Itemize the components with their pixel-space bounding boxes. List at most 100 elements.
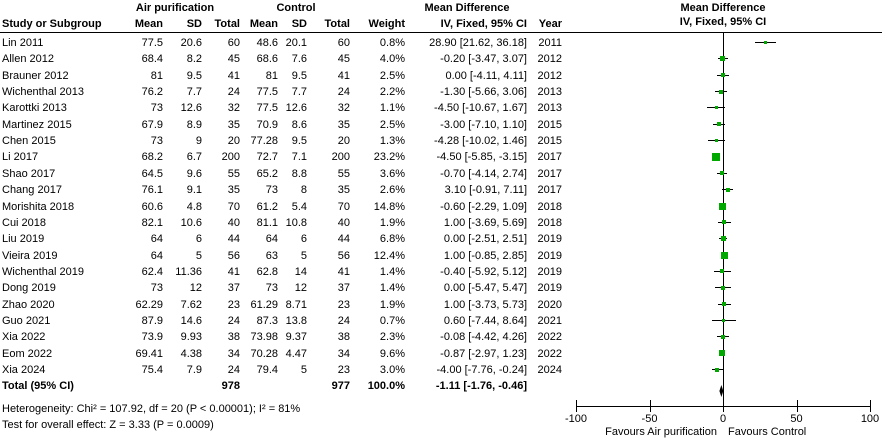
air-total-cell: 23: [227, 298, 240, 311]
control-sd-cell: 5: [300, 364, 307, 376]
md-ci-cell: -0.40 [-5.92, 5.12]: [440, 265, 527, 278]
weight-cell: 2.6%: [379, 184, 405, 197]
col-header-air-sd: SD: [186, 18, 202, 30]
md-ci-cell: 0.00 [-5.47, 5.47]: [443, 282, 527, 295]
air-total-cell: 24: [227, 364, 240, 376]
effect-marker: [718, 202, 726, 210]
air-sd-cell: 8.2: [186, 53, 202, 66]
air-total-cell: 56: [227, 249, 240, 262]
x-axis-tick-label: 50: [790, 413, 803, 425]
favours-right-label: Favours Control: [728, 426, 807, 438]
control-total-cell: 44: [337, 233, 350, 246]
air-sd-cell: 4.8: [186, 200, 202, 213]
md-ci-cell: -4.00 [-7.76, -0.24]: [436, 364, 528, 376]
control-sd-cell: 13.8: [285, 314, 307, 327]
year-cell: 2019: [537, 265, 562, 278]
control-mean-cell: 65.2: [256, 167, 278, 180]
control-mean-cell: 73: [265, 184, 278, 197]
control-mean-cell: 77.5: [256, 102, 278, 115]
weight-cell: 1.9%: [379, 216, 405, 229]
pooled-diamond: [719, 385, 724, 397]
header-divider-line: [0, 32, 882, 33]
control-sd-cell: 5.4: [291, 200, 307, 213]
md-ci-cell: 28.90 [21.62, 36.18]: [429, 37, 527, 49]
control-total-cell: 40: [337, 216, 350, 229]
air-total-cell: 45: [227, 53, 240, 66]
air-total-cell: 24: [227, 86, 240, 99]
study-name-cell: Lin 2011: [2, 37, 44, 49]
control-mean-cell: 62.8: [256, 265, 278, 278]
effect-marker: [720, 56, 726, 62]
air-sd-cell: 14.6: [180, 314, 202, 327]
study-row: Dong 2019 73 12 37 73 12 37 1.4% 0.00 [-5.47, 5.…: [0, 280, 882, 296]
control-mean-cell: 79.4: [256, 364, 278, 376]
weight-cell: 2.5%: [379, 118, 405, 131]
air-sd-cell: 7.7: [186, 86, 202, 99]
control-mean-cell: 81: [265, 69, 278, 82]
air-sd-cell: 7.9: [186, 364, 202, 376]
weight-cell: 23.2%: [373, 151, 405, 164]
control-total-cell: 23: [337, 364, 350, 376]
control-mean-cell: 48.6: [256, 37, 278, 49]
air-sd-cell: 9.93: [180, 331, 202, 344]
year-cell: 2020: [537, 298, 562, 311]
air-total-cell: 20: [227, 135, 240, 148]
weight-cell: 1.4%: [379, 265, 405, 278]
x-axis-tick: [576, 400, 577, 412]
control-sd-cell: 9.5: [291, 135, 307, 148]
control-sd-cell: 9.5: [291, 69, 307, 82]
air-sd-cell: 9.1: [186, 184, 202, 197]
effect-marker: [718, 350, 725, 357]
air-sd-cell: 4.38: [180, 347, 202, 360]
md-ci-cell: -0.08 [-4.42, 4.26]: [440, 331, 527, 344]
year-cell: 2022: [537, 347, 562, 360]
air-sd-cell: 12.6: [180, 102, 202, 115]
air-mean-cell: 77.5: [141, 37, 163, 49]
study-row: Xia 2022 73.9 9.93 38 73.98 9.37 38 2.3% -0.08 […: [0, 329, 882, 345]
column-header-row: Study or Subgroup Mean SD Total Mean SD …: [0, 16, 882, 32]
air-sd-cell: 7.62: [180, 298, 202, 311]
overall-effect-text: Test for overall effect: Z = 3.33 (P = 0…: [2, 419, 214, 431]
air-sd-cell: 12: [189, 282, 202, 295]
study-row: Wichenthal 2013 76.2 7.7 24 77.5 7.7 24 2.2% -1.…: [0, 84, 882, 100]
air-total-cell: 60: [227, 37, 240, 49]
effect-marker: [719, 171, 724, 176]
md-ci-cell: -0.87 [-2.97, 1.23]: [440, 347, 527, 360]
air-mean-cell: 68.4: [141, 53, 163, 66]
control-total-cell: 24: [337, 86, 350, 99]
weight-cell: 0.8%: [379, 37, 405, 49]
year-cell: 2012: [537, 69, 562, 82]
x-axis-tick: [723, 400, 724, 412]
study-name-cell: Xia 2024: [2, 364, 46, 376]
effect-marker: [719, 89, 724, 94]
year-cell: 2011: [538, 37, 562, 49]
weight-cell: 9.6%: [379, 347, 405, 360]
control-sd-cell: 4.47: [285, 347, 307, 360]
col-header-weight: Weight: [368, 18, 405, 30]
control-sd-cell: 7.1: [291, 151, 307, 164]
effect-marker: [715, 367, 720, 372]
study-name-cell: Zhao 2020: [2, 298, 55, 311]
year-cell: 2019: [537, 249, 562, 262]
md-ci-cell: 0.00 [-4.11, 4.11]: [445, 69, 527, 82]
weight-cell: 1.3%: [379, 135, 405, 148]
study-row: Chang 2017 76.1 9.1 35 73 8 35 2.6% 3.10 [-0.91,…: [0, 182, 882, 198]
md-ci-cell: -4.50 [-10.67, 1.67]: [434, 102, 527, 115]
x-axis-tick-label: -100: [564, 413, 588, 425]
air-total-cell: 32: [227, 102, 240, 115]
air-total-cell: 44: [227, 233, 240, 246]
md-ci-cell: -0.70 [-4.14, 2.74]: [440, 167, 527, 180]
control-total-cell: 34: [337, 347, 350, 360]
weight-cell: 1.9%: [379, 298, 405, 311]
air-total-cell: 200: [221, 151, 240, 164]
effect-marker: [722, 302, 727, 307]
air-total-cell: 24: [227, 314, 240, 327]
air-sd-cell: 9.6: [186, 167, 202, 180]
x-axis-tick-label: 100: [860, 413, 880, 425]
air-total-cell: 41: [227, 69, 240, 82]
control-mean-cell: 70.9: [256, 118, 278, 131]
air-sd-cell: 9: [195, 135, 202, 148]
air-sd-cell: 5: [195, 249, 202, 262]
air-sd-cell: 8.9: [186, 118, 202, 131]
effect-marker: [725, 187, 730, 192]
